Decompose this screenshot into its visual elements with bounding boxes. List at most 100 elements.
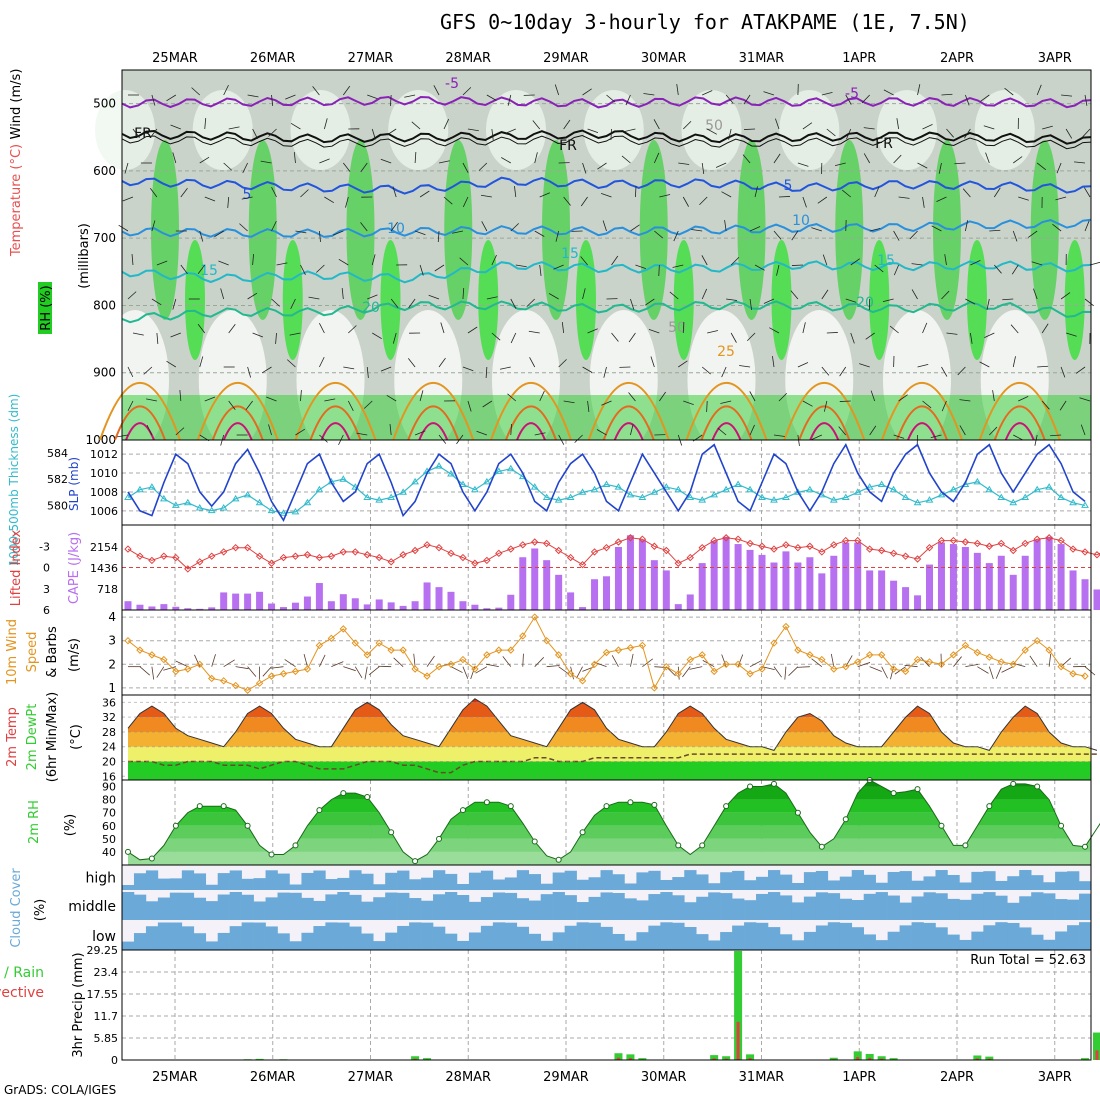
cloud-cell: [254, 878, 266, 890]
surface-wind-barb: [355, 667, 362, 678]
cloud-cell: [1019, 870, 1031, 890]
cloud-cell: [816, 871, 828, 890]
rh-point: [1011, 781, 1016, 786]
convective-precip-bar: [737, 1022, 740, 1060]
cloud-cell: [577, 922, 589, 950]
cloud-cell: [254, 923, 266, 950]
rh-band: [122, 787, 1091, 800]
cloud-cell: [983, 925, 995, 950]
cloud-cell: [577, 880, 589, 890]
cloud-cell: [780, 934, 792, 950]
cape-bar: [136, 605, 143, 610]
cloud-cell: [912, 881, 924, 890]
cape-bar: [866, 570, 873, 610]
cloud-cell: [242, 879, 254, 890]
cloud-cell: [852, 900, 864, 920]
cloud-cell: [672, 923, 684, 950]
cloud-cell: [301, 898, 313, 920]
cloud-cell: [624, 883, 636, 890]
rh-point: [771, 781, 776, 786]
cape-bar: [256, 592, 263, 610]
cape-bar: [436, 587, 443, 610]
date-label-bottom: 25MAR: [152, 1070, 198, 1085]
cloud-cell: [421, 923, 433, 950]
cape-bar: [244, 594, 251, 610]
cloud-cell: [971, 932, 983, 950]
wind-tick-label: 4: [108, 610, 116, 624]
cloud-cell: [756, 894, 768, 920]
cloud-cell: [1079, 894, 1091, 920]
date-label-top: 1APR: [842, 51, 876, 66]
surface-wind-barb: [750, 661, 761, 667]
cloud-cell: [612, 893, 624, 920]
surface-wind-barb: [789, 667, 798, 676]
date-label-bottom: 3APR: [1038, 1070, 1072, 1085]
surface-wind-barb: [157, 667, 164, 678]
cloud-cell: [1043, 893, 1055, 920]
cape-bar: [400, 606, 407, 610]
rh-shade: [1065, 240, 1085, 360]
rh-tick-label: 40: [102, 846, 116, 859]
cloud-cell: [636, 872, 648, 890]
date-label-top: 25MAR: [152, 51, 198, 66]
cape-bar: [292, 603, 299, 610]
temp-tick-label: 20: [102, 756, 116, 769]
rh-shade: [193, 90, 253, 170]
cloud-cell: [947, 899, 959, 920]
rh-tick-label: 80: [102, 794, 116, 807]
surface-wind-barb: [140, 667, 150, 676]
cloud-cell: [373, 884, 385, 890]
cloud-cell: [457, 895, 469, 920]
cloud-cell: [924, 892, 936, 920]
contour-label: 10: [792, 213, 810, 229]
cloud-cell: [158, 898, 170, 920]
surface-wind-barb: [248, 667, 256, 677]
cloud-cell: [888, 872, 900, 890]
surface-wind-barb: [882, 667, 888, 679]
cloud-cell: [780, 895, 792, 920]
cape-bar: [962, 547, 969, 610]
rh-point: [795, 810, 800, 815]
surface-wind-barb: [394, 658, 404, 667]
cape-bar: [699, 563, 706, 610]
rh-point: [700, 843, 705, 848]
ylabel-millibars: (millibars): [77, 223, 92, 289]
cloud-cell: [517, 927, 529, 950]
cape-bar: [1022, 556, 1029, 610]
rh-point: [221, 804, 226, 809]
cloud-cell: [1031, 892, 1043, 920]
cloud-cell: [648, 871, 660, 890]
cloud-cell: [696, 874, 708, 890]
cloud-cell: [194, 873, 206, 890]
date-label-bottom: 1APR: [842, 1070, 876, 1085]
cloud-cell: [325, 894, 337, 920]
cloud-cell: [971, 894, 983, 920]
cape-bar: [376, 599, 383, 610]
cloud-cell: [589, 923, 601, 950]
rh-point: [891, 791, 896, 796]
cloud-cell: [481, 897, 493, 920]
cloud-cell: [146, 870, 158, 890]
cloud-cell: [708, 883, 720, 890]
cape-bar: [615, 547, 622, 610]
cloud-cell: [648, 926, 660, 950]
rh-tick-label: 70: [102, 807, 116, 820]
cloud-cell: [134, 933, 146, 950]
temp-tick-label: 24: [102, 741, 116, 754]
cloud-cell: [337, 892, 349, 920]
cape-bar: [591, 579, 598, 610]
ylabel-2m-temp: 2m Temp: [5, 707, 20, 767]
cloud-cell: [624, 941, 636, 950]
cloud-cell: [182, 893, 194, 920]
rh-tick-label: 50: [102, 833, 116, 846]
cloud-cell: [505, 923, 517, 950]
surface-wind-barb: [224, 660, 235, 667]
cloud-cell: [947, 875, 959, 890]
cape-bar: [328, 601, 335, 610]
ylabel-10m-wind: 10m Wind: [5, 619, 20, 685]
surface-wind-barb: [989, 667, 993, 679]
thickness-tick-label: 580: [47, 499, 68, 512]
cape-bar: [567, 592, 574, 610]
date-label-bottom: 26MAR: [250, 1070, 296, 1085]
cloud-cell: [158, 922, 170, 950]
